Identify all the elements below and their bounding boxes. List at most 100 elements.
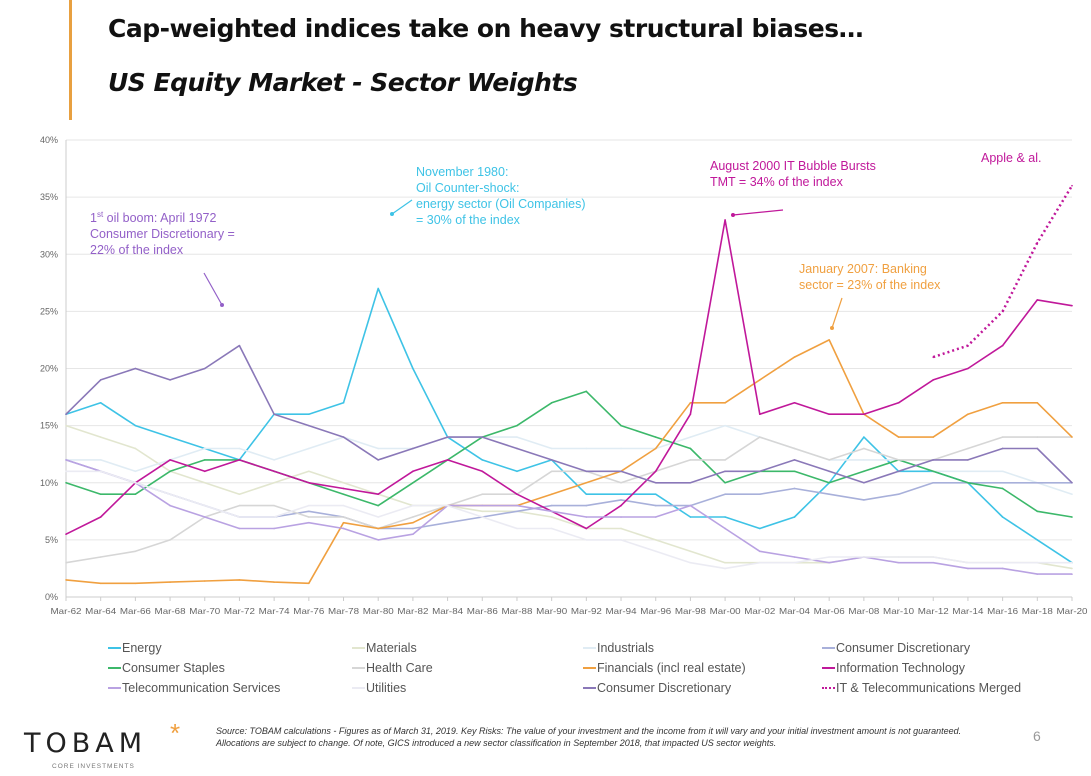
- data-point: [1071, 481, 1073, 484]
- data-point: [793, 470, 796, 473]
- data-point: [585, 390, 588, 393]
- series-line-financials-incl-real-estate-: [65, 339, 1073, 585]
- data-point: [550, 504, 553, 507]
- data-point: [724, 401, 726, 404]
- y-tick-label: 15%: [40, 421, 58, 431]
- data-point: [238, 516, 241, 518]
- data-point: [620, 424, 622, 427]
- data-point: [134, 424, 137, 427]
- legend-label: Financials (incl real estate): [597, 661, 746, 675]
- x-tick-label: Mar-92: [571, 607, 603, 616]
- data-point: [863, 459, 865, 461]
- annotation-line: 22% of the index: [90, 243, 184, 258]
- data-point: [1036, 561, 1039, 564]
- data-point: [689, 401, 692, 404]
- legend-swatch: [108, 667, 121, 669]
- data-point: [863, 556, 865, 558]
- data-point: [758, 527, 761, 530]
- data-point: [65, 470, 67, 473]
- legend-swatch: [108, 647, 121, 649]
- data-point: [342, 436, 345, 438]
- data-point: [793, 556, 796, 558]
- data-point: [412, 527, 414, 530]
- data-point: [689, 436, 692, 438]
- annotation-arrow: [203, 272, 223, 306]
- annotation-arrow: [831, 297, 843, 329]
- data-point: [828, 413, 830, 416]
- data-point: [620, 539, 622, 541]
- data-point: [446, 504, 449, 507]
- data-point: [863, 436, 865, 438]
- data-point: [654, 481, 657, 484]
- x-tick-label: Mar-86: [467, 607, 499, 616]
- legend-item: Industrials: [583, 641, 654, 655]
- data-point: [654, 493, 657, 495]
- x-tick-label: Mar-90: [536, 607, 568, 616]
- legend-swatch: [352, 667, 365, 669]
- data-point: [203, 470, 206, 473]
- x-tick-label: Mar-96: [640, 607, 672, 616]
- data-point: [169, 470, 171, 473]
- data-point: [1036, 436, 1039, 438]
- data-point: [308, 510, 310, 513]
- data-point: [1071, 436, 1073, 438]
- legend-item: Materials: [352, 641, 417, 655]
- series-line-information-technology: [65, 219, 1073, 535]
- data-point: [793, 401, 796, 404]
- data-point: [99, 556, 102, 558]
- data-point: [99, 493, 102, 495]
- data-point: [793, 356, 796, 358]
- annotation-line: 1st oil boom: April 1972: [90, 210, 217, 226]
- data-point: [99, 516, 102, 518]
- data-point: [1036, 510, 1039, 513]
- data-point: [967, 459, 969, 461]
- x-tick-label: Mar-84: [432, 607, 464, 616]
- data-point: [99, 401, 102, 404]
- data-point: [412, 504, 414, 507]
- data-point: [758, 436, 761, 438]
- data-point: [342, 481, 345, 484]
- data-point: [65, 579, 67, 581]
- data-point: [689, 459, 692, 461]
- annotation-oil-shock: November 1980: Oil Counter-shock: energy…: [416, 164, 586, 228]
- data-point: [203, 459, 206, 461]
- data-point: [724, 470, 726, 473]
- data-point: [932, 436, 935, 438]
- y-tick-label: 30%: [40, 249, 58, 259]
- data-point: [238, 459, 241, 461]
- data-point: [308, 516, 310, 518]
- x-tick-label: Mar-78: [328, 607, 360, 616]
- data-point: [169, 539, 171, 541]
- legend-swatch: [108, 687, 121, 689]
- data-point: [897, 470, 900, 473]
- data-point: [585, 481, 588, 484]
- data-point: [1001, 481, 1004, 484]
- data-point: [1071, 304, 1073, 307]
- legend-item: Telecommunication Services: [108, 681, 280, 695]
- data-point: [308, 481, 310, 484]
- data-point: [897, 561, 900, 564]
- data-point: [516, 470, 518, 473]
- data-point: [1071, 516, 1073, 518]
- x-tick-label: Mar-76: [293, 607, 325, 616]
- annotation-arrowhead: [390, 212, 394, 216]
- data-point: [65, 561, 67, 564]
- data-point: [377, 527, 380, 530]
- data-point: [377, 287, 380, 290]
- x-tick-label: Mar-66: [120, 607, 152, 616]
- data-point: [481, 516, 484, 518]
- data-point: [412, 447, 414, 450]
- data-point: [1071, 493, 1073, 495]
- data-point: [689, 550, 692, 553]
- annotation-arrowhead: [220, 303, 224, 307]
- legend-item: IT & Telecommunications Merged: [822, 681, 1021, 695]
- data-point: [550, 493, 553, 495]
- data-point: [550, 510, 553, 513]
- data-point: [967, 561, 969, 564]
- data-point: [273, 516, 275, 518]
- series-line-consumer-discretionary: [65, 344, 1073, 484]
- data-point: [897, 401, 900, 404]
- data-point: [412, 516, 414, 518]
- data-point: [863, 470, 865, 473]
- data-point: [481, 470, 484, 473]
